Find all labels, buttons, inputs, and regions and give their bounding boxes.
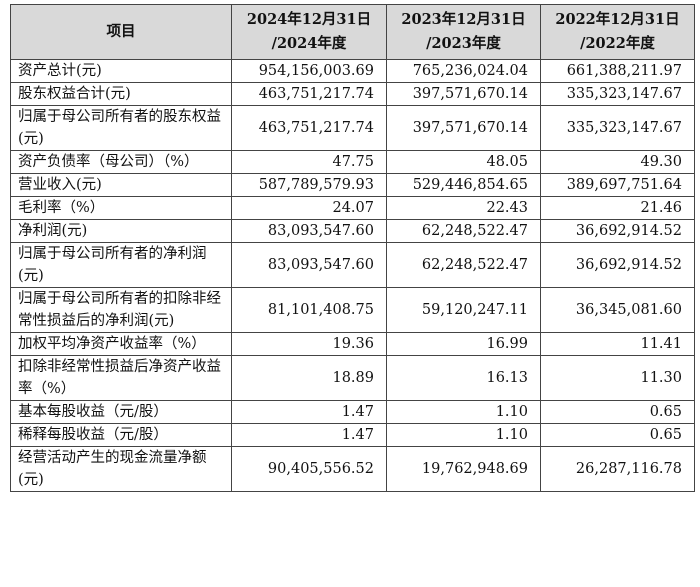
table-row: 资产负债率（母公司）（%） 47.75 48.05 49.30 xyxy=(10,150,695,174)
value-2024: 81,101,408.75 xyxy=(231,287,387,333)
header-2022: 2022年12月31日 /2022年度 xyxy=(540,4,695,60)
table-row: 资产总计(元) 954,156,003.69 765,236,024.04 661,3… xyxy=(10,59,695,83)
header-item: 项目 xyxy=(10,4,232,60)
header-2023: 2023年12月31日 /2023年度 xyxy=(386,4,541,60)
value-2022: 49.30 xyxy=(540,150,695,174)
row-label: 资产总计(元) xyxy=(10,59,232,83)
table-row: 净利润(元) 83,093,547.60 62,248,522.47 36,692,9… xyxy=(10,219,695,243)
value-2024: 19.36 xyxy=(231,332,387,356)
table-body: 资产总计(元) 954,156,003.69 765,236,024.04 661,3… xyxy=(10,59,695,492)
value-2022: 26,287,116.78 xyxy=(540,446,695,492)
value-2023: 62,248,522.47 xyxy=(386,242,541,288)
row-label: 加权平均净资产收益率（%） xyxy=(10,332,232,356)
value-2024: 47.75 xyxy=(231,150,387,174)
header-2024-year: /2024年度 xyxy=(271,35,347,52)
header-2024: 2024年12月31日 /2024年度 xyxy=(231,4,387,60)
table-row: 基本每股收益（元/股） 1.47 1.10 0.65 xyxy=(10,400,695,424)
value-2024: 587,789,579.93 xyxy=(231,173,387,197)
table-row: 稀释每股收益（元/股） 1.47 1.10 0.65 xyxy=(10,423,695,447)
value-2023: 48.05 xyxy=(386,150,541,174)
value-2022: 661,388,211.97 xyxy=(540,59,695,83)
table-header: 项目 2024年12月31日 /2024年度 2023年12月31日 /2023… xyxy=(10,4,695,60)
value-2022: 389,697,751.64 xyxy=(540,173,695,197)
value-2023: 397,571,670.14 xyxy=(386,82,541,106)
row-label: 基本每股收益（元/股） xyxy=(10,400,232,424)
value-2023: 765,236,024.04 xyxy=(386,59,541,83)
table-row: 毛利率（%） 24.07 22.43 21.46 xyxy=(10,196,695,220)
row-label: 归属于母公司所有者的净利润(元) xyxy=(10,242,232,288)
row-label: 营业收入(元) xyxy=(10,173,232,197)
value-2024: 83,093,547.60 xyxy=(231,219,387,243)
table-row: 归属于母公司所有者的扣除非经常性损益后的净利润(元) 81,101,408.75 5… xyxy=(10,287,695,333)
value-2024: 1.47 xyxy=(231,400,387,424)
header-2023-year: /2023年度 xyxy=(426,35,501,52)
value-2024: 1.47 xyxy=(231,423,387,447)
value-2024: 83,093,547.60 xyxy=(231,242,387,288)
value-2022: 21.46 xyxy=(540,196,695,220)
header-2022-date: 2022年12月31日 xyxy=(555,11,680,28)
value-2023: 397,571,670.14 xyxy=(386,105,541,151)
value-2023: 19,762,948.69 xyxy=(386,446,541,492)
value-2023: 1.10 xyxy=(386,400,541,424)
value-2023: 62,248,522.47 xyxy=(386,219,541,243)
header-2023-date: 2023年12月31日 xyxy=(401,11,526,28)
value-2024: 24.07 xyxy=(231,196,387,220)
value-2024: 954,156,003.69 xyxy=(231,59,387,83)
value-2022: 36,692,914.52 xyxy=(540,242,695,288)
row-label: 净利润(元) xyxy=(10,219,232,243)
table-row: 扣除非经常性损益后净资产收益率（%） 18.89 16.13 11.30 xyxy=(10,355,695,401)
header-2022-year: /2022年度 xyxy=(580,35,655,52)
value-2022: 11.30 xyxy=(540,355,695,401)
row-label: 毛利率（%） xyxy=(10,196,232,220)
table-row: 归属于母公司所有者的股东权益(元) 463,751,217.74 397,571,6… xyxy=(10,105,695,151)
value-2023: 22.43 xyxy=(386,196,541,220)
table-row: 经营活动产生的现金流量净额(元) 90,405,556.52 19,762,948.… xyxy=(10,446,695,492)
header-item-label: 项目 xyxy=(106,23,136,40)
table-row: 加权平均净资产收益率（%） 19.36 16.99 11.41 xyxy=(10,332,695,356)
row-label: 稀释每股收益（元/股） xyxy=(10,423,232,447)
value-2022: 36,345,081.60 xyxy=(540,287,695,333)
row-label: 资产负债率（母公司）（%） xyxy=(10,150,232,174)
value-2022: 0.65 xyxy=(540,423,695,447)
table-row: 股东权益合计(元) 463,751,217.74 397,571,670.14 335… xyxy=(10,82,695,106)
row-label: 经营活动产生的现金流量净额(元) xyxy=(10,446,232,492)
value-2023: 1.10 xyxy=(386,423,541,447)
value-2024: 18.89 xyxy=(231,355,387,401)
value-2022: 335,323,147.67 xyxy=(540,105,695,151)
value-2022: 0.65 xyxy=(540,400,695,424)
value-2023: 16.99 xyxy=(386,332,541,356)
value-2022: 335,323,147.67 xyxy=(540,82,695,106)
row-label: 扣除非经常性损益后净资产收益率（%） xyxy=(10,355,232,401)
header-2024-date: 2024年12月31日 xyxy=(246,11,372,28)
value-2024: 463,751,217.74 xyxy=(231,105,387,151)
value-2023: 16.13 xyxy=(386,355,541,401)
financial-data-table: 项目 2024年12月31日 /2024年度 2023年12月31日 /2023… xyxy=(10,4,695,492)
table-row: 归属于母公司所有者的净利润(元) 83,093,547.60 62,248,522.… xyxy=(10,242,695,288)
table-row: 营业收入(元) 587,789,579.93 529,446,854.65 389,6… xyxy=(10,173,695,197)
row-label: 归属于母公司所有者的股东权益(元) xyxy=(10,105,232,151)
row-label: 股东权益合计(元) xyxy=(10,82,232,106)
value-2023: 529,446,854.65 xyxy=(386,173,541,197)
value-2022: 36,692,914.52 xyxy=(540,219,695,243)
row-label: 归属于母公司所有者的扣除非经常性损益后的净利润(元) xyxy=(10,287,232,333)
value-2024: 90,405,556.52 xyxy=(231,446,387,492)
value-2022: 11.41 xyxy=(540,332,695,356)
value-2024: 463,751,217.74 xyxy=(231,82,387,106)
value-2023: 59,120,247.11 xyxy=(386,287,541,333)
header-row: 项目 2024年12月31日 /2024年度 2023年12月31日 /2023… xyxy=(10,4,695,60)
